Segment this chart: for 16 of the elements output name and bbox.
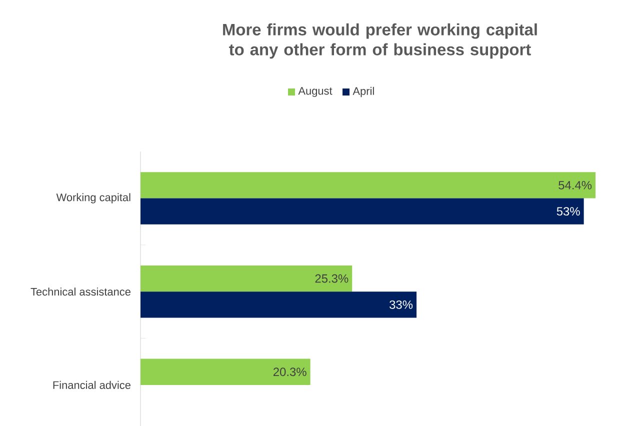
y-tick-label: Financial advice [53,380,130,389]
legend-label: August [298,87,332,97]
bar [140,292,417,318]
y-tick-label: Technical assistance [30,288,130,296]
chart-title: More firms would prefer working capital to any other form of business support [223,23,537,59]
bar [140,358,310,385]
data-label: 53% [556,207,580,216]
y-tick-label: Working capital [56,193,130,204]
bar [140,198,584,224]
bar [140,265,352,292]
data-label: 25.3% [315,274,348,283]
bar [140,172,596,198]
data-label: 33% [390,300,413,309]
data-label: 20.3% [273,368,306,376]
legend-label: April [352,86,374,98]
data-label: 54.4% [558,180,592,190]
